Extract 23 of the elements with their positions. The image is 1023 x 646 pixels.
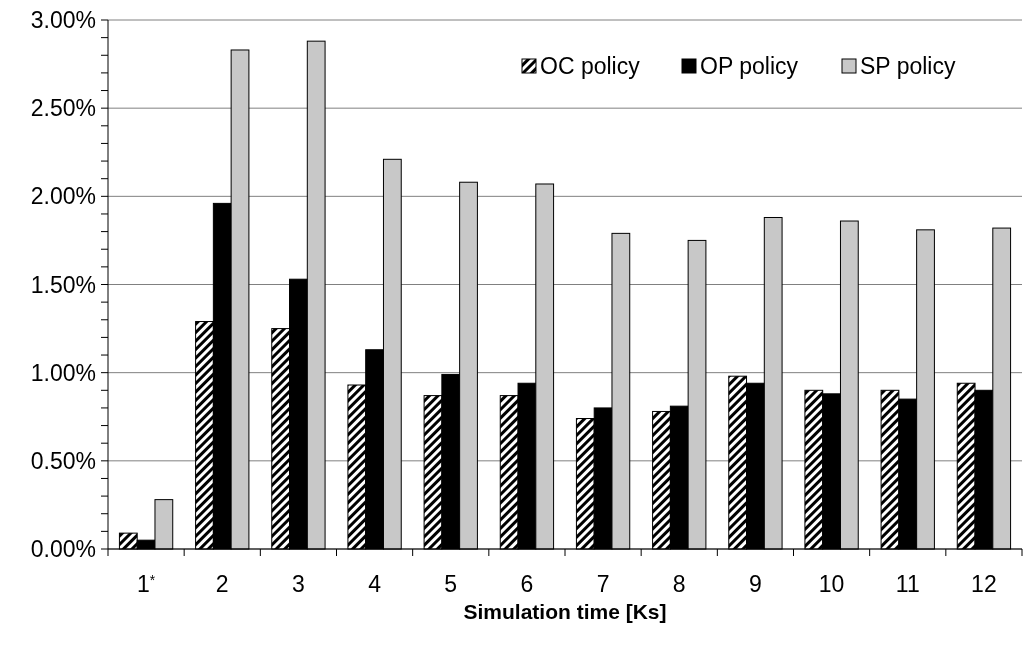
x-tick-label: 8 <box>672 571 686 597</box>
x-tick-label: 9 <box>749 571 762 597</box>
legend-label: OC policy <box>540 53 641 80</box>
y-tick-label: 2.50% <box>30 95 96 122</box>
y-tick-label: 1.00% <box>30 359 96 386</box>
x-tick-label: 2 <box>215 571 229 597</box>
x-axis-title: Simulation time [Ks] <box>463 600 667 623</box>
y-tick-label: 0.50% <box>30 447 96 474</box>
x-tick-label: 3 <box>292 571 305 597</box>
x-tick-label: 6 <box>520 571 534 597</box>
x-tick-label: 10 <box>818 571 845 597</box>
x-tick-label: 11 <box>895 571 920 597</box>
legend-label: OP policy <box>700 53 799 80</box>
x-tick-label: 12 <box>971 571 997 597</box>
y-tick-label: 0.00% <box>30 536 96 563</box>
y-tick-label: 2.00% <box>30 183 96 210</box>
x-tick-label: 4 <box>368 571 382 597</box>
x-tick-label: 5 <box>444 571 458 597</box>
x-tick-label: 7 <box>596 571 610 597</box>
x-tick-label: 1$^{*}$ <box>137 571 156 597</box>
y-tick-label: 3.00% <box>30 7 96 34</box>
y-tick-label: 1.50% <box>30 271 96 298</box>
legend-label: SP policy <box>860 53 956 80</box>
